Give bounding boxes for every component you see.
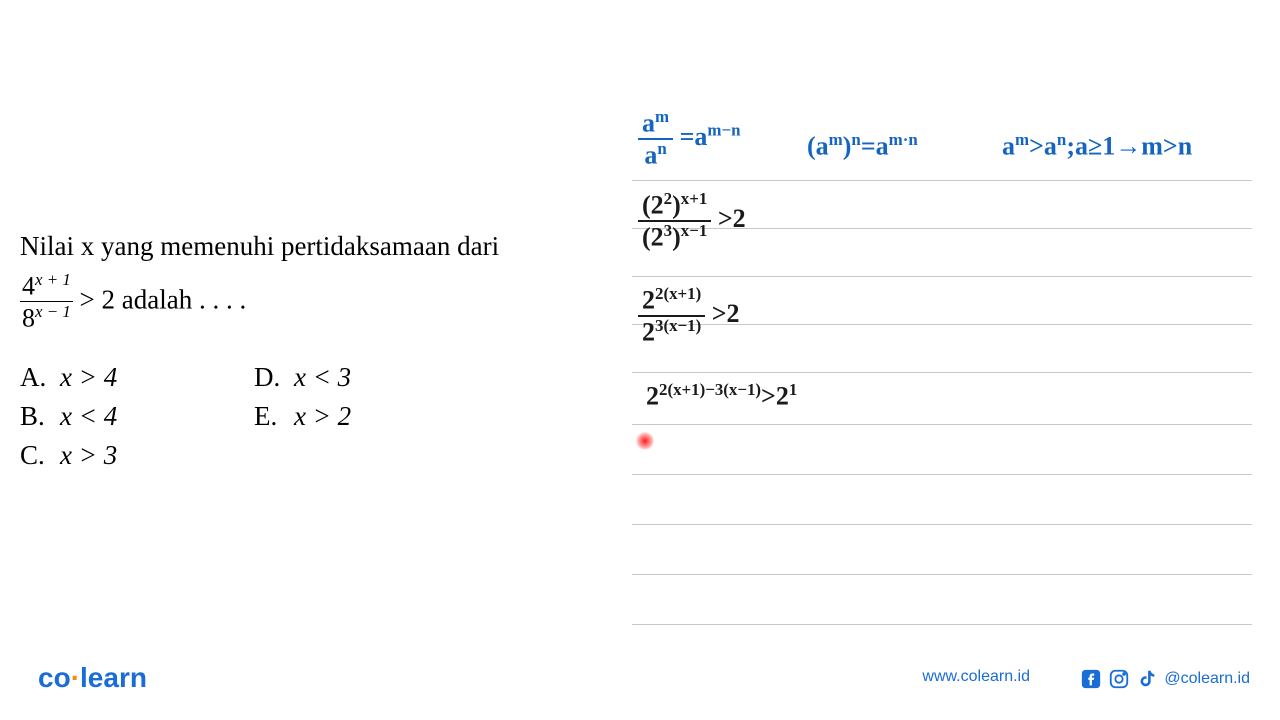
frac-num-base: 4 <box>22 271 35 300</box>
opt-d: x < 3 <box>294 362 351 392</box>
rule1-den-exp: n <box>657 139 666 158</box>
brand-logo: co·learn <box>38 662 147 694</box>
rule2: (am)n=am·n <box>807 130 918 162</box>
ruled-line <box>632 574 1252 575</box>
question-prompt: Nilai x yang memenuhi pertidaksamaan dar… <box>20 228 630 266</box>
options-col1: A.x > 4 B.x < 4 C.x > 3 <box>20 362 117 479</box>
rule1-den-base: a <box>644 141 657 170</box>
rule3-exp-m: m <box>1015 130 1029 149</box>
footer-url: www.colearn.id <box>922 668 1030 686</box>
work-step3: 22(x+1)−3(x−1)>21 <box>646 380 797 412</box>
opt-a: x > 4 <box>60 362 117 392</box>
rule1-rhs-exp: m−n <box>707 121 740 140</box>
s1-num-mid: ) <box>672 191 681 220</box>
rule1-num-exp: m <box>655 107 669 126</box>
rule2-lhs-exp2: n <box>851 130 860 149</box>
rule3: am>an;a≥1→m>n <box>1002 130 1192 162</box>
s1-num-exp1: 2 <box>664 189 672 208</box>
ruled-line <box>632 276 1252 277</box>
ruled-line <box>632 372 1252 373</box>
question-gt-text: > 2 adalah . . . . <box>80 284 247 314</box>
rule2-rhs-exp: m·n <box>889 130 918 149</box>
rule3-cond: ;a≥1→m>n <box>1066 132 1192 161</box>
logo-dot-icon: · <box>71 662 80 693</box>
social-handle: @colearn.id <box>1164 670 1250 688</box>
footer: co·learn www.colearn.id @colearn.id <box>0 654 1280 694</box>
rule3-a: a <box>1002 132 1015 161</box>
opt-e: x > 2 <box>294 401 351 431</box>
opt-e-label: E. <box>254 401 294 432</box>
ruled-line <box>632 424 1252 425</box>
opt-d-label: D. <box>254 362 294 393</box>
content-area: Nilai x yang memenuhi pertidaksamaan dar… <box>0 0 1280 720</box>
options-block: A.x > 4 B.x < 4 C.x > 3 D.x < 3 E.x > 2 <box>20 362 351 479</box>
s3-rhs-exp: 1 <box>789 380 797 399</box>
rule1-rhs-base: =a <box>680 122 708 151</box>
s1-num-base: (2 <box>642 191 664 220</box>
rule1: am an =am−n <box>638 108 741 171</box>
s2-den-base: 2 <box>642 318 655 347</box>
opt-b: x < 4 <box>60 401 117 431</box>
logo-text-a: co <box>38 662 71 693</box>
opt-b-label: B. <box>20 401 60 432</box>
s1-den-exp1: 3 <box>664 221 672 240</box>
ruled-line <box>632 474 1252 475</box>
frac-num-exp: x + 1 <box>35 270 71 289</box>
rule2-rhs: =a <box>861 132 889 161</box>
s3-exp: 2(x+1)−3(x−1) <box>659 380 761 399</box>
ruled-line <box>632 624 1252 625</box>
prompt-line1: Nilai x yang memenuhi pertidaksamaan dar… <box>20 231 499 261</box>
s2-den-exp: 3(x−1) <box>655 316 701 335</box>
question-block: Nilai x yang memenuhi pertidaksamaan dar… <box>20 228 630 334</box>
laser-pointer-icon <box>636 432 654 450</box>
s3-gt: >2 <box>761 382 789 411</box>
work-step2: 22(x+1) 23(x−1) >2 <box>638 285 740 348</box>
facebook-icon <box>1080 668 1102 690</box>
s2-rhs: >2 <box>712 299 740 328</box>
s1-den-base: (2 <box>642 223 664 252</box>
s1-den-mid: ) <box>672 223 681 252</box>
options-col2: D.x < 3 E.x > 2 <box>254 362 351 440</box>
s1-den-exp2: x−1 <box>681 221 708 240</box>
opt-c: x > 3 <box>60 440 117 470</box>
opt-c-label: C. <box>20 440 60 471</box>
question-fraction: 4x + 1 8x − 1 <box>20 270 73 334</box>
s3-base: 2 <box>646 382 659 411</box>
rule1-num-base: a <box>642 109 655 138</box>
s2-num-base: 2 <box>642 286 655 315</box>
ruled-line <box>632 524 1252 525</box>
opt-a-label: A. <box>20 362 60 393</box>
footer-socials: @colearn.id <box>1080 668 1250 690</box>
s2-num-exp: 2(x+1) <box>655 284 701 303</box>
work-step1: (22)x+1 (23)x−1 >2 <box>638 190 746 253</box>
logo-text-b: learn <box>80 662 147 693</box>
rule2-lhs: (a <box>807 132 829 161</box>
rule3-exp-n: n <box>1057 130 1066 149</box>
frac-den-base: 8 <box>22 304 35 333</box>
s1-num-exp2: x+1 <box>681 189 708 208</box>
tiktok-icon <box>1136 668 1158 690</box>
ruled-line <box>632 180 1252 181</box>
s1-rhs: >2 <box>718 204 746 233</box>
instagram-icon <box>1108 668 1130 690</box>
rule2-lhs-exp1: m <box>829 130 843 149</box>
rule3-gt: >a <box>1029 132 1057 161</box>
frac-den-exp: x − 1 <box>35 302 71 321</box>
